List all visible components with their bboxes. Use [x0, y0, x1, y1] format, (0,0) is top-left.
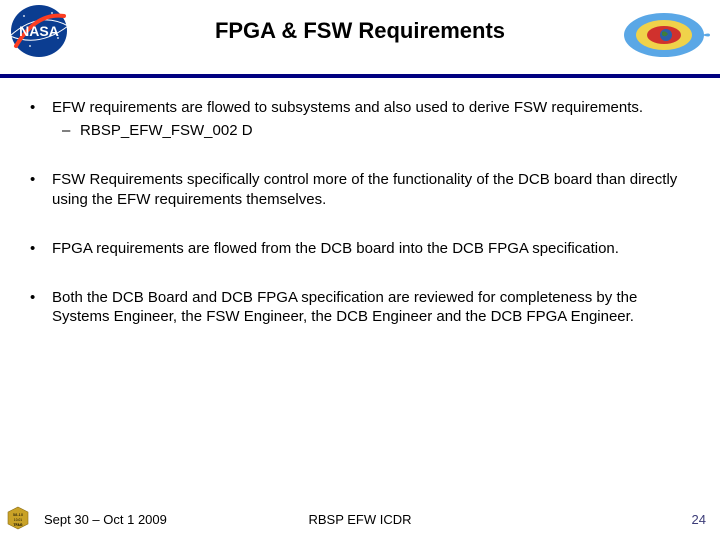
sub-bullet-list: RBSP_EFW_FSW_002 D	[52, 121, 694, 140]
bullet-item: FPGA requirements are flowed from the DC…	[22, 239, 694, 258]
bullet-text: FPGA requirements are flowed from the DC…	[52, 240, 619, 257]
bullet-text: Both the DCB Board and DCB FPGA specific…	[52, 289, 637, 325]
bullet-item: Both the DCB Board and DCB FPGA specific…	[22, 288, 694, 326]
nasa-logo-icon: NASA	[6, 2, 72, 60]
slide-title: FPGA & FSW Requirements	[120, 18, 600, 44]
footer: 58-10 10-01 TFAG Sept 30 – Oct 1 2009 RB…	[0, 508, 720, 530]
body: EFW requirements are flowed to subsystem…	[22, 98, 694, 356]
footer-center: RBSP EFW ICDR	[0, 512, 720, 527]
bullet-list: EFW requirements are flowed to subsystem…	[22, 98, 694, 326]
svg-text:NASA: NASA	[19, 23, 59, 39]
bullet-text: FSW Requirements specifically control mo…	[52, 171, 677, 207]
footer-page-number: 24	[692, 512, 706, 527]
header: NASA FPGA & FSW Requirements	[0, 0, 720, 78]
magnetosphere-icon	[624, 10, 710, 60]
bullet-item: FSW Requirements specifically control mo…	[22, 170, 694, 208]
bullet-item: EFW requirements are flowed to subsystem…	[22, 98, 694, 140]
sub-bullet-item: RBSP_EFW_FSW_002 D	[52, 121, 694, 140]
slide: NASA FPGA & FSW Requirements EFW require…	[0, 0, 720, 540]
bullet-text: EFW requirements are flowed to subsystem…	[52, 99, 643, 116]
